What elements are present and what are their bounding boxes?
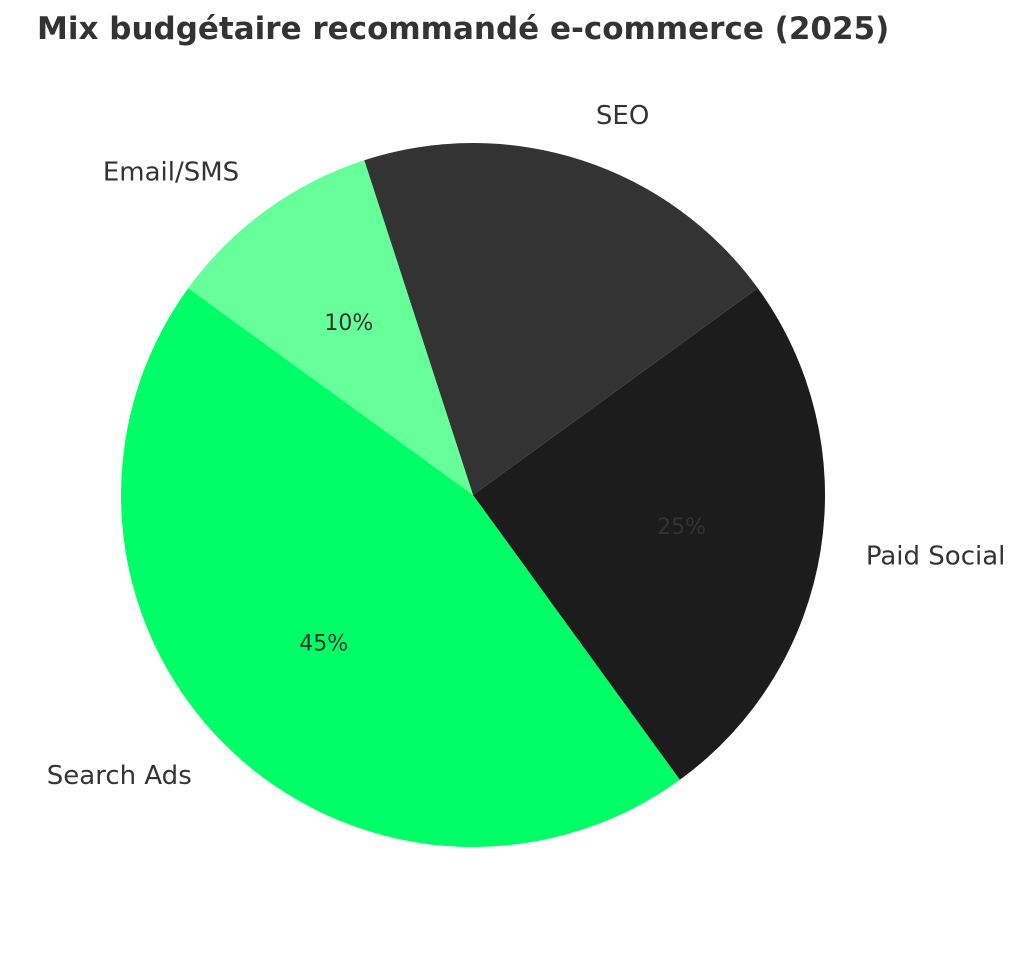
slice-label-search-ads: Search Ads — [47, 761, 192, 791]
slice-label-paid-social: Paid Social — [866, 542, 1006, 572]
slice-label-seo: SEO — [596, 101, 649, 131]
pct-label-email-sms: 10% — [324, 311, 373, 336]
pie-slice-paid-social — [473, 288, 826, 780]
slice-label-email-sms: Email/SMS — [103, 158, 239, 188]
chart-title: Mix budgétaire recommandé e-commerce (20… — [37, 11, 890, 47]
pct-label-search-ads: 45% — [299, 631, 348, 656]
pct-label-paid-social: 25% — [657, 515, 706, 540]
pie-slice-email-sms — [188, 160, 473, 496]
pie-slice-search-ads — [120, 288, 680, 848]
pie-slices — [120, 143, 826, 848]
pie-labels: Search Ads 45% Paid Social 25% SEO Email/SMS 1… — [47, 101, 1006, 791]
pie-slice-seo — [364, 143, 758, 496]
